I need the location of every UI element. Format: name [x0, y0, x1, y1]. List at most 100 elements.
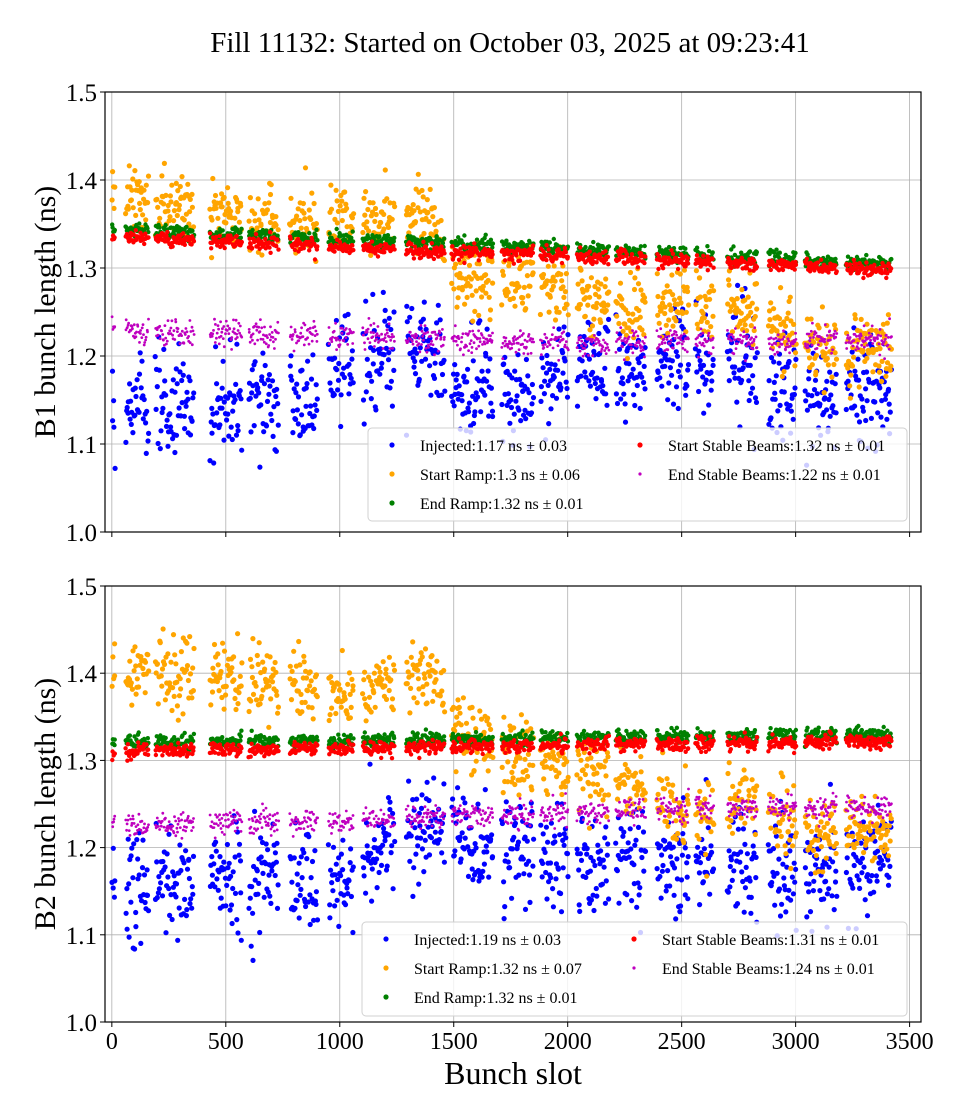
data-point	[657, 345, 660, 349]
data-point	[702, 344, 706, 348]
data-point	[174, 212, 180, 219]
data-point	[669, 338, 673, 342]
data-point	[748, 342, 752, 346]
data-point	[860, 408, 867, 414]
data-point	[293, 390, 299, 396]
data-point	[793, 356, 799, 362]
data-point	[111, 894, 117, 900]
data-point	[824, 346, 828, 350]
legend-label: End Stable Beams:1.22 ns ± 0.01	[668, 467, 881, 484]
data-point	[291, 333, 295, 336]
data-point	[462, 260, 467, 266]
data-point	[275, 882, 281, 888]
data-point	[431, 375, 438, 381]
data-point	[727, 348, 733, 354]
data-point	[209, 405, 215, 411]
data-point	[176, 330, 179, 333]
data-point	[128, 398, 134, 404]
data-point	[872, 262, 877, 268]
data-point	[863, 417, 869, 424]
data-point	[747, 249, 753, 254]
data-point	[110, 315, 114, 319]
data-point	[739, 377, 745, 383]
data-point	[180, 361, 186, 367]
data-point	[382, 307, 388, 313]
data-point	[338, 873, 344, 879]
data-point	[698, 366, 704, 372]
data-point	[699, 333, 702, 337]
data-point	[776, 333, 780, 337]
data-point	[169, 182, 175, 188]
data-point	[165, 229, 170, 235]
data-point	[738, 310, 744, 316]
data-point	[221, 859, 227, 865]
data-point	[180, 329, 184, 333]
data-point	[212, 192, 219, 199]
data-point	[300, 326, 303, 330]
data-point	[711, 336, 715, 340]
data-point	[228, 902, 235, 908]
data-point	[437, 317, 443, 323]
data-point	[578, 373, 584, 379]
data-point	[606, 289, 612, 295]
data-point	[412, 244, 418, 249]
data-point	[307, 921, 313, 928]
data-point	[864, 260, 869, 265]
data-point	[385, 328, 389, 332]
data-point	[606, 244, 612, 249]
data-point	[133, 212, 139, 218]
data-point	[410, 893, 416, 900]
data-point	[160, 201, 167, 207]
data-point	[510, 346, 514, 350]
data-point	[416, 247, 421, 252]
data-point	[293, 328, 297, 331]
data-point	[829, 374, 835, 380]
data-point	[443, 335, 446, 339]
data-point	[684, 284, 690, 290]
data-point	[287, 363, 293, 369]
data-point	[592, 380, 598, 387]
data-point	[479, 368, 485, 374]
data-point	[186, 856, 192, 863]
data-point	[292, 247, 298, 253]
data-point	[230, 869, 236, 875]
data-point	[364, 356, 370, 362]
data-point	[344, 327, 348, 330]
data-point	[293, 330, 297, 334]
data-point	[207, 231, 213, 236]
data-point	[361, 865, 367, 871]
data-point	[141, 396, 147, 403]
data-point	[768, 415, 774, 421]
data-point	[671, 297, 678, 303]
data-point	[177, 842, 183, 848]
data-point	[376, 869, 382, 876]
data-point	[819, 304, 826, 310]
data-point	[363, 189, 369, 195]
data-point	[622, 401, 628, 407]
data-point	[697, 294, 703, 300]
data-point	[709, 352, 713, 356]
data-point	[457, 337, 461, 340]
data-point	[847, 262, 853, 267]
y-tick-label: 1.1	[66, 432, 97, 459]
x-tick-label: 1000	[316, 1029, 364, 1055]
data-point	[695, 344, 699, 348]
data-point	[527, 283, 533, 289]
data-point	[209, 255, 215, 261]
data-point	[406, 778, 412, 784]
data-point	[833, 263, 838, 268]
data-point	[702, 381, 708, 387]
data-point	[501, 361, 507, 367]
data-point	[675, 368, 682, 374]
data-point	[641, 379, 647, 386]
data-point	[124, 886, 130, 892]
data-point	[161, 160, 167, 166]
data-point	[350, 243, 355, 248]
data-point	[575, 346, 579, 349]
data-point	[884, 275, 889, 281]
data-point	[459, 287, 465, 293]
data-point	[212, 329, 215, 332]
data-point	[273, 214, 279, 220]
data-point	[210, 334, 214, 338]
data-point	[731, 244, 736, 249]
